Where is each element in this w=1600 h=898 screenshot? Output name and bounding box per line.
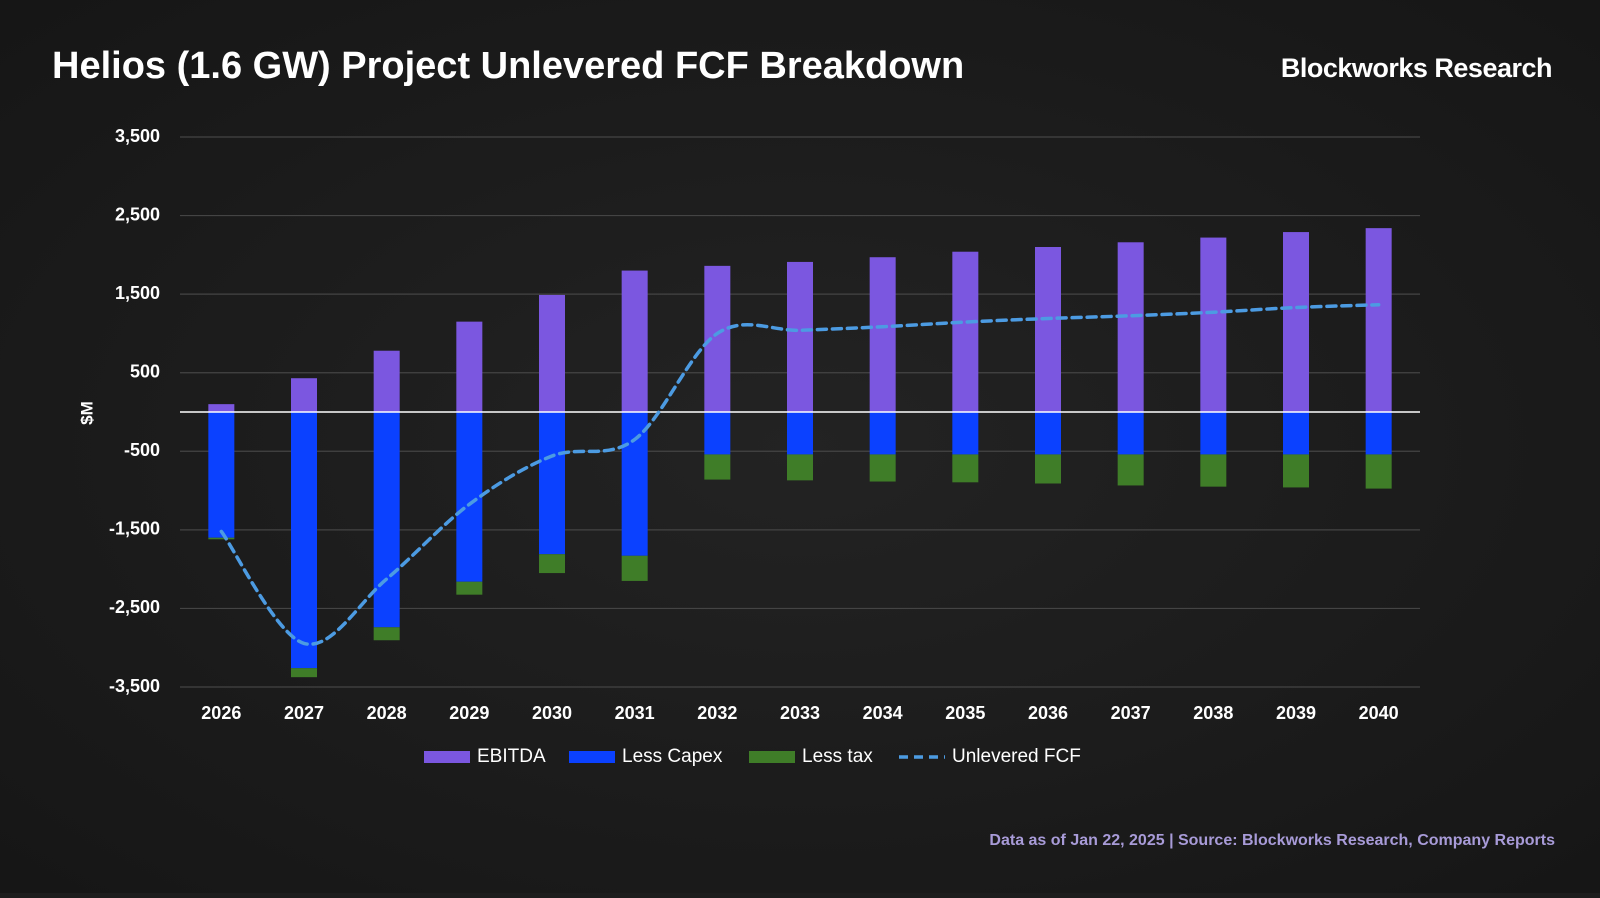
x-tick-label: 2027 (284, 703, 324, 723)
footer: Data as of Jan 22, 2025 | Source: Blockw… (989, 832, 1555, 849)
y-tick-label: 500 (130, 361, 160, 381)
y-tick-label: -500 (124, 440, 160, 460)
bar (539, 294, 565, 412)
bar (1200, 237, 1227, 412)
bar (621, 412, 648, 556)
bar (621, 555, 648, 581)
legend-label: Less Capex (622, 746, 723, 767)
y-tick-label: -2,500 (109, 597, 160, 617)
legend-swatch (424, 751, 470, 763)
x-tick-label: 2039 (1276, 703, 1316, 723)
bar (952, 454, 979, 483)
y-tick-label: 1,500 (115, 283, 160, 303)
bar (1035, 247, 1061, 412)
bar (373, 350, 400, 412)
chart-title: Helios (1.6 GW) Project Unlevered FCF Br… (52, 45, 964, 87)
bar (1117, 454, 1144, 486)
x-tick-label: 2031 (615, 703, 655, 723)
bar (1117, 242, 1144, 412)
bar (621, 270, 648, 412)
fcf-line (219, 303, 1381, 646)
legend-label: EBITDA (477, 746, 546, 767)
x-tick-label: 2038 (1193, 703, 1233, 723)
bar (787, 412, 813, 455)
bar (291, 412, 317, 669)
bar (869, 257, 896, 412)
bar (1035, 412, 1061, 455)
bar (291, 668, 317, 678)
x-tick-label: 2040 (1359, 703, 1399, 723)
legend-label: Unlevered FCF (952, 746, 1081, 767)
bar (869, 412, 896, 455)
bar (208, 412, 235, 538)
bar (952, 251, 979, 412)
legend-swatch (749, 751, 795, 763)
bar (539, 412, 565, 555)
bar (787, 261, 813, 412)
y-tick-label: 3,500 (115, 126, 160, 146)
x-tick-label: 2030 (532, 703, 572, 723)
bar (373, 412, 400, 628)
brand: Blockworks Research (1281, 53, 1552, 83)
bar (456, 581, 483, 595)
bar (456, 412, 483, 582)
bar (704, 454, 731, 480)
legend-label: Less tax (802, 746, 873, 767)
bar (539, 554, 565, 574)
legend-swatch (569, 751, 615, 763)
bar (208, 537, 235, 540)
x-tick-label: 2028 (367, 703, 407, 723)
y-tick-label: 2,500 (115, 204, 160, 224)
y-axis-label: $M (77, 401, 96, 425)
x-tick-label: 2037 (1111, 703, 1151, 723)
bar (456, 321, 483, 412)
bar (1283, 454, 1309, 488)
bar (1365, 454, 1392, 489)
bar (1200, 454, 1227, 487)
bar (1283, 412, 1309, 455)
y-tick-label: -1,500 (109, 519, 160, 539)
x-tick-label: 2035 (945, 703, 985, 723)
x-tick-label: 2034 (863, 703, 903, 723)
bar (1035, 454, 1061, 484)
bar (1365, 412, 1392, 455)
legend: EBITDA Less Capex Less tax Unlevered FCF (424, 746, 1081, 767)
x-tick-label: 2026 (201, 703, 241, 723)
bar (1117, 412, 1144, 455)
bar (1365, 228, 1392, 412)
x-tick-label: 2033 (780, 703, 820, 723)
bar (208, 404, 235, 412)
x-tick-label: 2029 (449, 703, 489, 723)
bar (373, 627, 400, 641)
x-tick-label: 2036 (1028, 703, 1068, 723)
bar (952, 412, 979, 455)
y-tick-label: -3,500 (109, 676, 160, 696)
bar (1283, 232, 1309, 412)
bar (1200, 412, 1227, 455)
plot (180, 228, 1420, 678)
x-tick-label: 2032 (697, 703, 737, 723)
bar (704, 412, 731, 455)
bar (869, 454, 896, 482)
bar (291, 378, 317, 412)
bar (787, 454, 813, 481)
